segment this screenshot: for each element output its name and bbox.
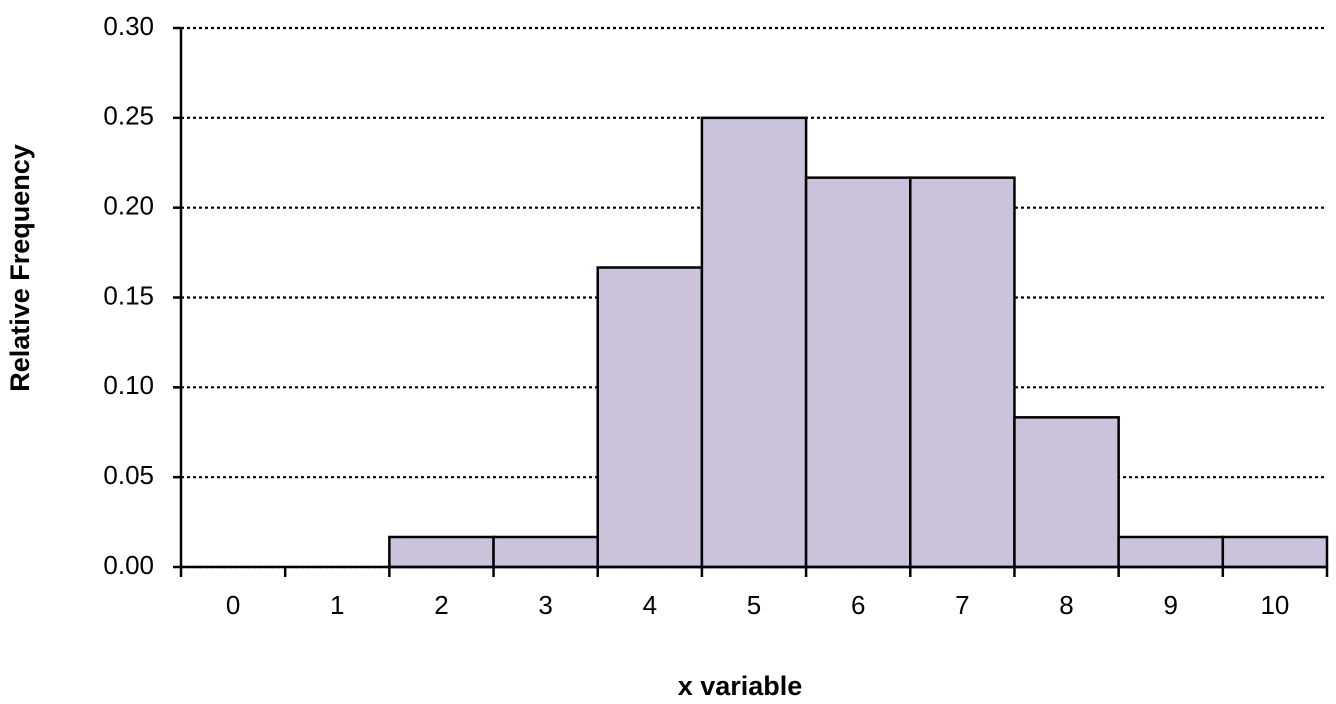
bar [596, 266, 704, 569]
x-tick-label: 3 [538, 590, 552, 620]
y-tick-label: 0.25 [103, 101, 154, 131]
x-tick-label: 0 [226, 590, 240, 620]
x-axis-title: x variable [678, 671, 803, 701]
x-tick-label: 6 [851, 590, 865, 620]
y-tick-label: 0.00 [103, 550, 154, 580]
y-tick-label: 0.20 [103, 191, 154, 221]
x-tick-label: 7 [955, 590, 969, 620]
x-tick-label: 9 [1163, 590, 1177, 620]
bar [700, 116, 808, 569]
x-tick-label: 4 [643, 590, 657, 620]
bar [388, 535, 495, 569]
bar [1013, 416, 1120, 569]
bar [909, 176, 1016, 569]
y-tick-label: 0.15 [103, 280, 154, 310]
y-tick-label: 0.05 [103, 460, 154, 490]
x-tick-label: 10 [1260, 590, 1289, 620]
x-tick-label: 2 [434, 590, 448, 620]
y-tick-label: 0.30 [103, 11, 154, 41]
bar [1117, 535, 1225, 569]
bar [804, 176, 912, 569]
x-tick-label: 1 [330, 590, 344, 620]
x-tick-label: 5 [747, 590, 761, 620]
bar [492, 535, 599, 569]
x-tick-label: 8 [1059, 590, 1073, 620]
y-axis-title: Relative Frequency [5, 144, 35, 392]
bar [1221, 535, 1329, 569]
y-tick-label: 0.10 [103, 370, 154, 400]
